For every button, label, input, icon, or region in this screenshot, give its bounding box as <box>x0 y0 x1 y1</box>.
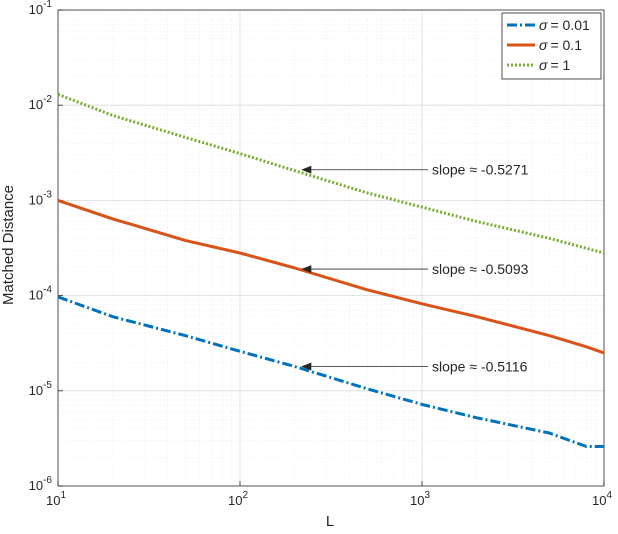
series-line-2 <box>57 93 605 255</box>
legend-entry-0: σ = 0.01 <box>539 17 590 33</box>
legend-entry-2: σ = 1 <box>539 57 571 73</box>
y-tick-label: 10-5 <box>29 380 53 398</box>
x-tick-base: 10 <box>592 493 606 508</box>
x-tick-base: 10 <box>228 493 242 508</box>
legend-entry-1: σ = 0.1 <box>539 37 582 53</box>
y-tick-exponent: -4 <box>43 285 52 296</box>
x-tick-exponent: 2 <box>242 490 248 501</box>
y-tick-exponent: -1 <box>43 0 52 10</box>
series-line-1 <box>57 198 605 355</box>
y-tick-base: 10 <box>29 288 43 303</box>
legend: σ = 0.01σ = 0.1σ = 1 <box>501 12 602 80</box>
grid <box>58 10 604 486</box>
slope-annotation: slope ≈ -0.5271 <box>432 162 529 178</box>
y-tick-exponent: -3 <box>43 189 52 200</box>
y-tick-label: 10-1 <box>29 0 53 17</box>
y-tick-label: 10-2 <box>29 94 53 112</box>
legend-value: = 0.1 <box>550 37 582 53</box>
legend-symbol: σ <box>539 57 548 73</box>
legend-symbol: σ <box>539 17 548 33</box>
slope-annotation: slope ≈ -0.5116 <box>432 358 528 374</box>
y-tick-base: 10 <box>29 192 43 207</box>
y-tick-base: 10 <box>29 383 43 398</box>
y-tick-base: 10 <box>29 97 43 112</box>
legend-symbol: σ <box>539 37 548 53</box>
plot-area-frame <box>57 9 605 487</box>
x-tick-exponent: 1 <box>60 490 66 501</box>
legend-value: = 0.01 <box>550 17 590 33</box>
y-tick-exponent: -6 <box>43 475 52 486</box>
x-tick-exponent: 4 <box>606 490 612 501</box>
y-tick-base: 10 <box>29 478 43 493</box>
annotations: slope ≈ -0.5271 slope ≈ -0.5093 slope ≈ -0… <box>301 162 529 374</box>
x-tick-label: 102 <box>228 490 248 508</box>
slope-annotation: slope ≈ -0.5093 <box>432 261 529 277</box>
y-tick-label: 10-4 <box>29 285 53 303</box>
x-tick-base: 10 <box>410 493 424 508</box>
y-axis-label: Matched Distance <box>0 185 17 305</box>
y-tick-exponent: -2 <box>43 94 52 105</box>
x-tick-label: 103 <box>410 490 430 508</box>
y-tick-label: 10-6 <box>29 475 53 493</box>
x-tick-exponent: 3 <box>424 490 430 501</box>
x-tick-label: 101 <box>46 490 66 508</box>
legend-value: = 1 <box>550 57 570 73</box>
y-tick-base: 10 <box>29 2 43 17</box>
series-lines <box>57 93 605 448</box>
x-tick-base: 10 <box>46 493 60 508</box>
y-tick-label: 10-3 <box>29 189 53 207</box>
y-tick-exponent: -5 <box>43 380 52 391</box>
x-axis-label: L <box>326 513 334 530</box>
series-line-0 <box>57 295 604 448</box>
x-tick-label: 104 <box>592 490 612 508</box>
